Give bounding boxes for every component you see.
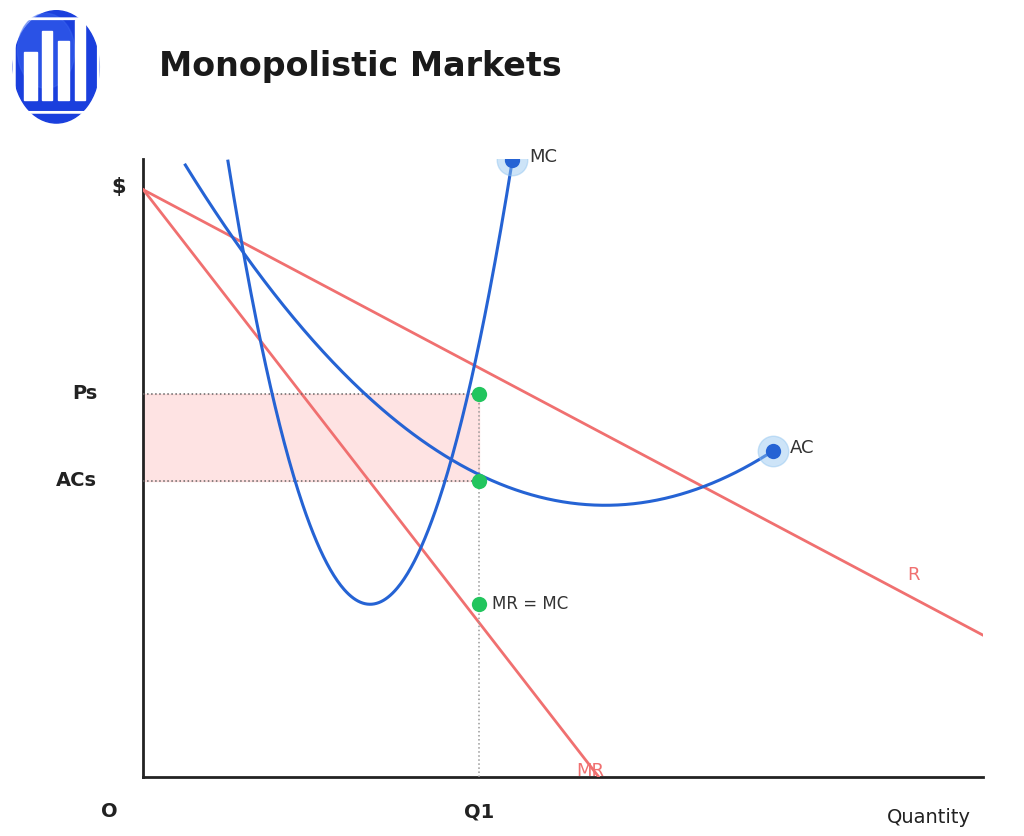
Text: Ps: Ps (72, 385, 97, 404)
Text: AC: AC (790, 439, 814, 456)
Bar (75, 20, 85, 100)
Text: O: O (101, 802, 118, 821)
Text: MC: MC (529, 148, 557, 166)
Text: ACs: ACs (56, 471, 97, 490)
Bar (25, 52, 38, 100)
Bar (42, 31, 52, 100)
Text: R: R (907, 567, 920, 584)
Text: Q1: Q1 (464, 802, 495, 821)
Circle shape (13, 11, 99, 123)
Text: MR: MR (575, 762, 604, 780)
Text: $: $ (111, 177, 125, 197)
Text: Monopolistic Markets: Monopolistic Markets (159, 50, 561, 84)
Bar (143, 394, 479, 481)
Bar (58, 42, 69, 100)
Text: Quantity: Quantity (887, 808, 971, 827)
Text: MR = MC: MR = MC (492, 595, 568, 614)
Circle shape (17, 13, 75, 89)
